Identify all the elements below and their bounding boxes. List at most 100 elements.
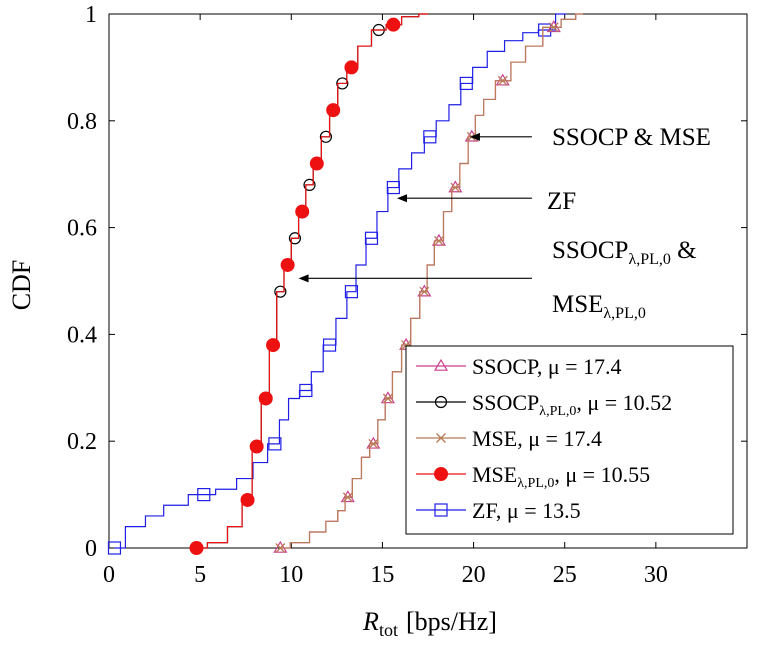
data-point	[274, 285, 287, 298]
legend-label-mse-pl: MSEλ,PL,0, μ = 10.55	[472, 462, 650, 491]
legend-label-zf: ZF, μ = 13.5	[472, 498, 581, 523]
data-point	[364, 231, 379, 245]
data-point	[342, 492, 353, 503]
data-point-stroke	[548, 22, 559, 33]
data-point	[326, 103, 341, 118]
legend-mu: , μ = 13.5	[496, 498, 581, 523]
legend-symbol	[434, 467, 448, 481]
legend-marker-filled-circle	[416, 467, 466, 481]
annotation-ssocp-pl-tail: &	[671, 237, 697, 264]
legend-name: ZF	[472, 498, 497, 523]
data-point	[433, 235, 444, 246]
x-tick-label: 0	[103, 562, 115, 588]
data-point-stroke	[401, 340, 412, 351]
data-point	[189, 541, 204, 555]
arrow-head	[298, 274, 309, 283]
data-point	[495, 73, 510, 86]
legend-symbol-stroke	[436, 433, 446, 443]
data-point	[546, 20, 561, 33]
data-point	[386, 180, 400, 195]
data-point	[423, 130, 437, 144]
annotation-ssocp-pl-sub: λ,PL,0	[628, 251, 670, 268]
y-tick-label: 0	[85, 536, 97, 562]
legend-mu: , μ = 10.55	[554, 462, 650, 487]
data-point-stroke	[342, 492, 353, 503]
y-tick-label: 0.4	[67, 322, 97, 348]
data-point	[288, 232, 302, 245]
data-point	[497, 75, 508, 86]
series-circle	[196, 13, 428, 549]
data-point	[295, 204, 310, 219]
x-axis-var: R	[362, 607, 379, 636]
legend-marker-circle	[416, 395, 466, 409]
legend-marker-triangle	[416, 358, 466, 371]
data-point	[431, 233, 446, 246]
data-point	[258, 391, 273, 406]
legend-sub: λ,PL,0	[517, 476, 554, 491]
data-point	[419, 286, 430, 297]
x-tick-label: 10	[279, 562, 303, 588]
arrow-head	[469, 132, 480, 141]
data-point	[459, 76, 473, 91]
x-tick-label: 15	[370, 562, 394, 588]
data-point	[303, 178, 316, 191]
legend-label-ssocp: SSOCP, μ = 17.4	[472, 354, 622, 379]
data-point	[548, 22, 559, 33]
annotation-ssocp-pl-main: SSOCP	[552, 237, 628, 264]
data-point	[249, 439, 264, 454]
data-point-stroke	[419, 286, 430, 297]
legend-symbol	[436, 433, 446, 443]
x-axis-unit: [bps/Hz]	[406, 607, 497, 636]
data-point	[266, 338, 281, 353]
arrow-head	[397, 194, 408, 203]
data-point-stroke	[275, 543, 286, 553]
data-point	[280, 257, 295, 272]
legend-mu: , μ = 10.52	[576, 390, 672, 415]
annotation-zf: ZF	[547, 188, 576, 215]
series-cross	[275, 13, 583, 553]
annotation-mse-pl-main: MSE	[552, 291, 603, 318]
series-layer	[107, 13, 583, 555]
data-point	[450, 182, 461, 193]
legend-label-mse: MSE, μ = 17.4	[472, 426, 602, 451]
data-point	[240, 492, 255, 507]
axis-ticks	[108, 13, 747, 549]
data-point	[380, 391, 395, 404]
data-point-stroke	[497, 75, 508, 86]
x-axis-sub: tot	[379, 620, 398, 640]
annotation-mse-pl: MSEλ,PL,0	[552, 291, 646, 322]
legend-marker-cross	[416, 433, 466, 443]
data-point	[319, 130, 333, 143]
data-point	[268, 437, 282, 451]
data-point	[107, 541, 122, 555]
legend-name: MSE	[472, 462, 517, 487]
data-point-stroke	[382, 393, 393, 404]
data-point	[448, 180, 463, 193]
legend-markers	[416, 358, 466, 517]
legend-name: SSOCP	[472, 390, 539, 415]
legend-name: MSE	[472, 426, 517, 451]
data-point	[197, 488, 211, 502]
data-point	[368, 438, 379, 449]
legend-mu: , μ = 17.4	[517, 426, 602, 451]
annotation-ssocp-mse: SSOCP & MSE	[552, 124, 711, 151]
legend: SSOCP, μ = 17.4 SSOCPλ,PL,0, μ = 10.52 M…	[405, 345, 734, 535]
legend-label-ssocp-pl: SSOCPλ,PL,0, μ = 10.52	[472, 390, 672, 419]
y-tick-label: 0.8	[67, 109, 97, 135]
y-tick-label: 1	[85, 2, 97, 28]
annotation-arrows	[298, 132, 532, 283]
data-point	[344, 285, 359, 299]
legend-marker-square	[416, 503, 466, 517]
x-tick-label: 30	[644, 562, 668, 588]
data-point	[366, 436, 381, 449]
data-point-stroke	[368, 438, 379, 449]
legend-symbol	[433, 358, 449, 371]
annotation-arrow	[397, 194, 532, 203]
data-point	[344, 60, 359, 75]
series-filled-circle	[189, 13, 428, 555]
data-point	[336, 77, 349, 90]
legend-box	[405, 345, 734, 535]
data-point	[275, 543, 286, 553]
data-point	[386, 17, 401, 32]
annotation-mse-pl-sub: λ,PL,0	[603, 305, 645, 322]
